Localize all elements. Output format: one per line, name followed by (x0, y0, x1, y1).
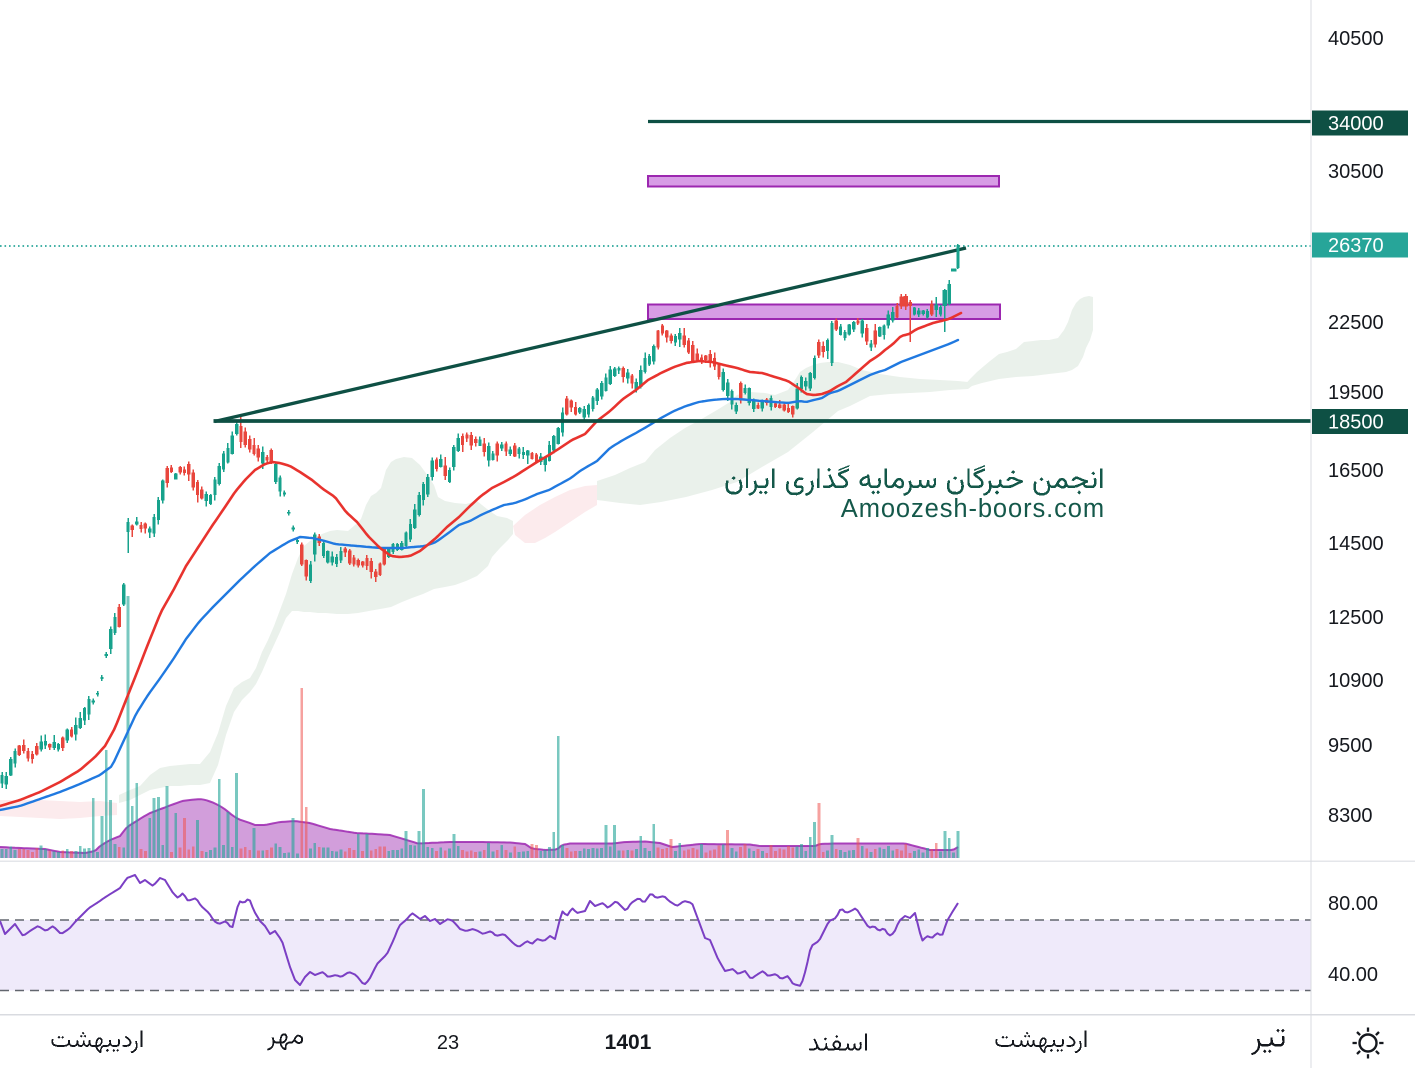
svg-text:34000: 34000 (1328, 113, 1384, 135)
svg-text:23: 23 (437, 1032, 459, 1054)
svg-text:10900: 10900 (1328, 670, 1384, 692)
svg-text:30500: 30500 (1328, 161, 1384, 183)
svg-text:19500: 19500 (1328, 382, 1384, 404)
svg-text:22500: 22500 (1328, 312, 1384, 334)
svg-text:8300: 8300 (1328, 805, 1373, 827)
svg-text:16500: 16500 (1328, 460, 1384, 482)
svg-text:26370: 26370 (1328, 235, 1384, 257)
svg-text:18500: 18500 (1328, 412, 1384, 434)
svg-text:12500: 12500 (1328, 607, 1384, 629)
svg-text:80.00: 80.00 (1328, 893, 1378, 915)
svg-text:40500: 40500 (1328, 28, 1384, 50)
svg-text:14500: 14500 (1328, 533, 1384, 555)
svg-text:9500: 9500 (1328, 735, 1373, 757)
svg-text:Amoozesh-boors.com: Amoozesh-boors.com (841, 495, 1105, 523)
svg-text:40.00: 40.00 (1328, 964, 1378, 986)
svg-text:1401: 1401 (605, 1031, 652, 1054)
